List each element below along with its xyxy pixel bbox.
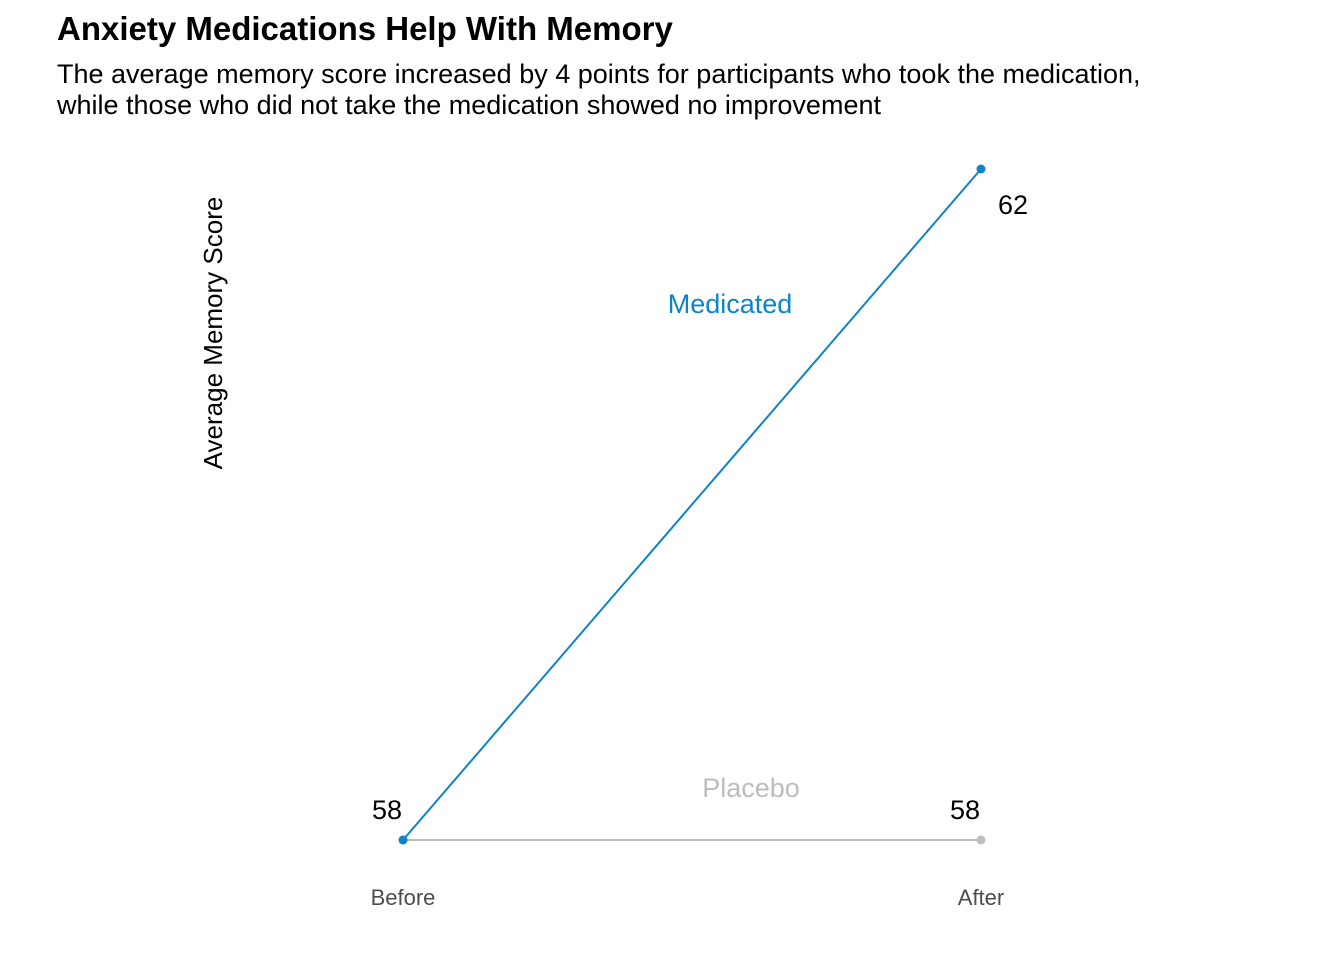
x-axis-ticks: Before After [371, 885, 1005, 910]
placebo-series-label: Placebo [702, 773, 800, 803]
medicated-series-label: Medicated [668, 289, 793, 319]
medicated-value-label-after: 62 [998, 190, 1028, 220]
x-tick-label-before: Before [371, 885, 436, 910]
series-layer: 58 58 Placebo 62 Medicated [372, 164, 1028, 845]
medicated-point-before [398, 835, 408, 845]
medicated-line [402, 168, 982, 841]
chart-title: Anxiety Medications Help With Memory [57, 10, 673, 47]
chart-subtitle: The average memory score increased by 4 … [57, 59, 1141, 121]
x-tick-label-after: After [958, 885, 1004, 910]
series-placebo: 58 58 Placebo [372, 773, 986, 845]
subtitle-line-1: The average memory score increased by 4 … [57, 59, 1141, 89]
placebo-value-label-after: 58 [950, 795, 980, 825]
medicated-point-after [976, 164, 986, 174]
subtitle-line-2: while those who did not take the medicat… [57, 90, 881, 120]
series-medicated: 62 Medicated [398, 164, 1028, 845]
y-axis-label: Average Memory Score [198, 197, 228, 470]
placebo-value-label-before: 58 [372, 795, 402, 825]
placebo-point-after [976, 835, 986, 845]
